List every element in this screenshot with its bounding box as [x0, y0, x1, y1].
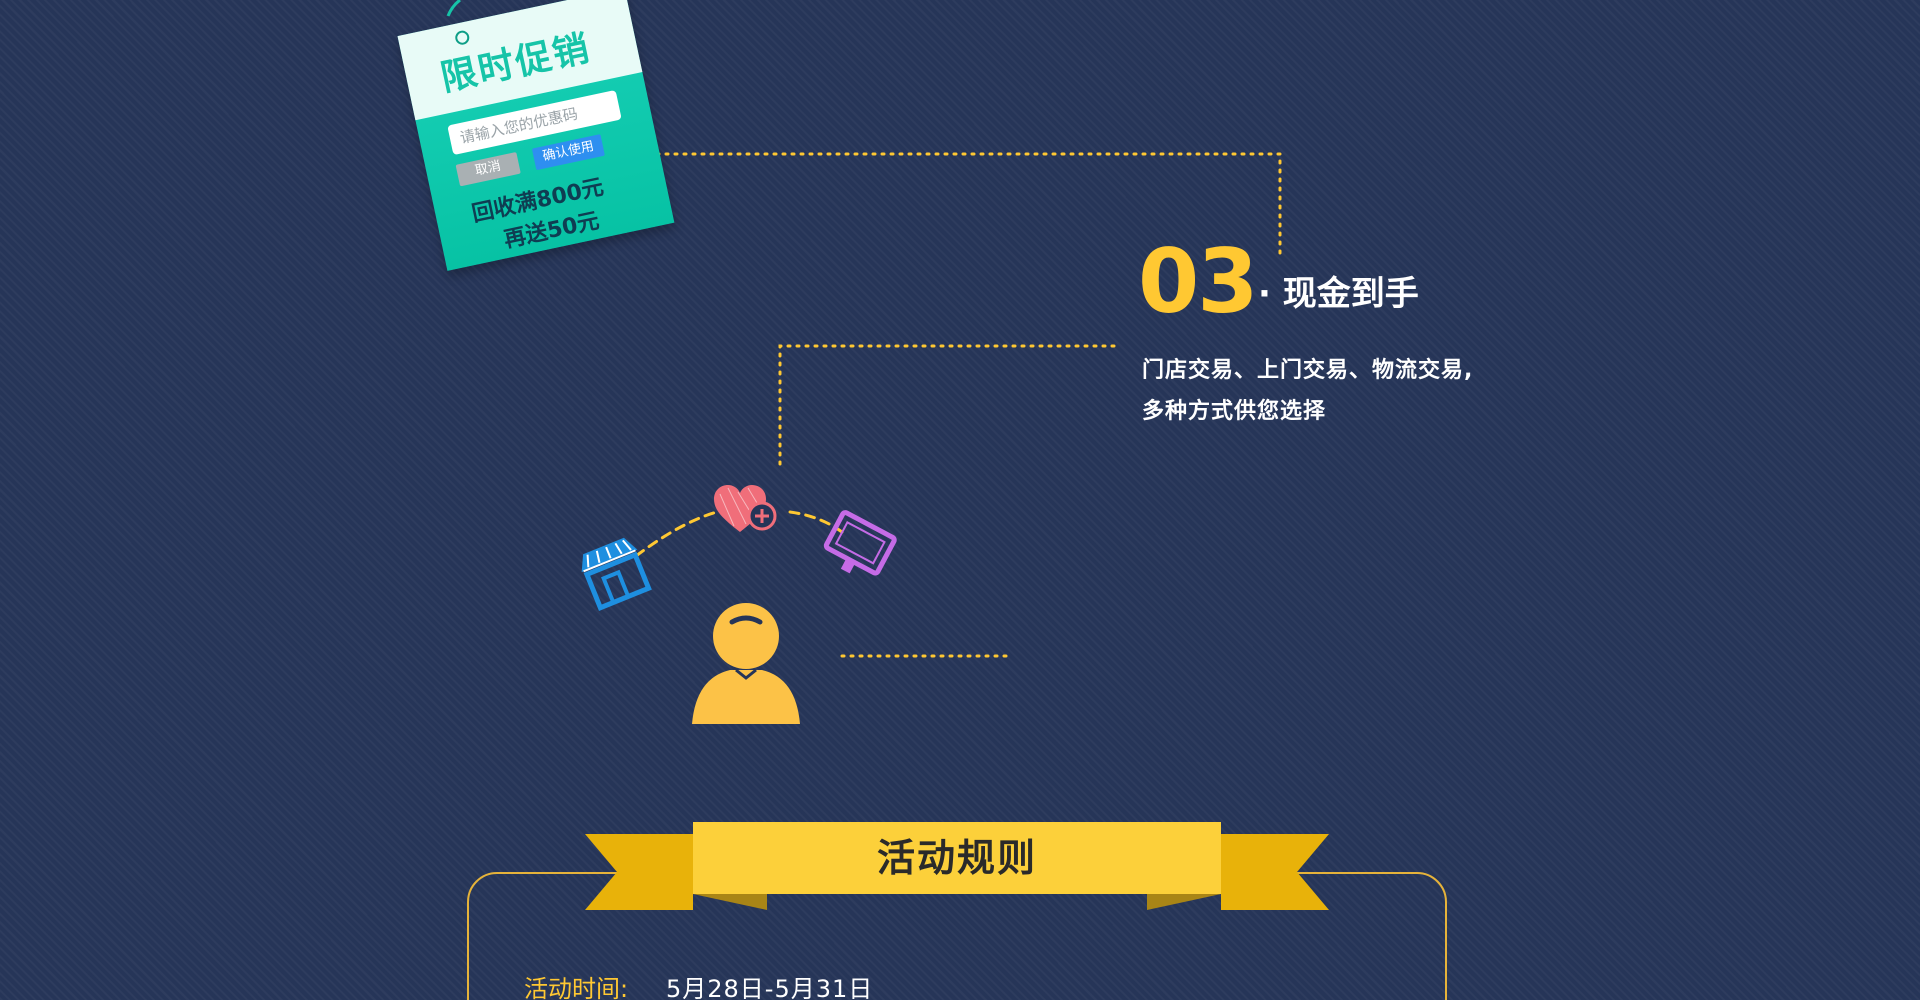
icon-arc — [634, 506, 844, 558]
heart-plus-icon — [714, 485, 777, 532]
rule-time-label: 活动时间: — [524, 975, 629, 1000]
step-title: · 现金到手 — [1258, 274, 1419, 314]
tag-string — [446, 0, 461, 17]
step-description-line2: 多种方式供您选择 — [1142, 399, 1327, 424]
promo-tag: 限时促销 取消 确认使用 回收满800元 再送50元 — [397, 0, 675, 271]
rule-time-value: 5月28日-5月31日 — [666, 975, 874, 1000]
tablet-icon — [823, 510, 897, 576]
user-icon — [692, 603, 800, 724]
rules-title: 活动规则 — [876, 836, 1037, 880]
store-icon — [581, 537, 652, 611]
rules-ribbon — [585, 822, 1329, 910]
step-description-line1: 门店交易、上门交易、物流交易, — [1142, 358, 1474, 383]
connector-top — [646, 152, 1282, 260]
step-number: 03 — [1138, 230, 1258, 333]
connector-mid — [778, 344, 1116, 468]
